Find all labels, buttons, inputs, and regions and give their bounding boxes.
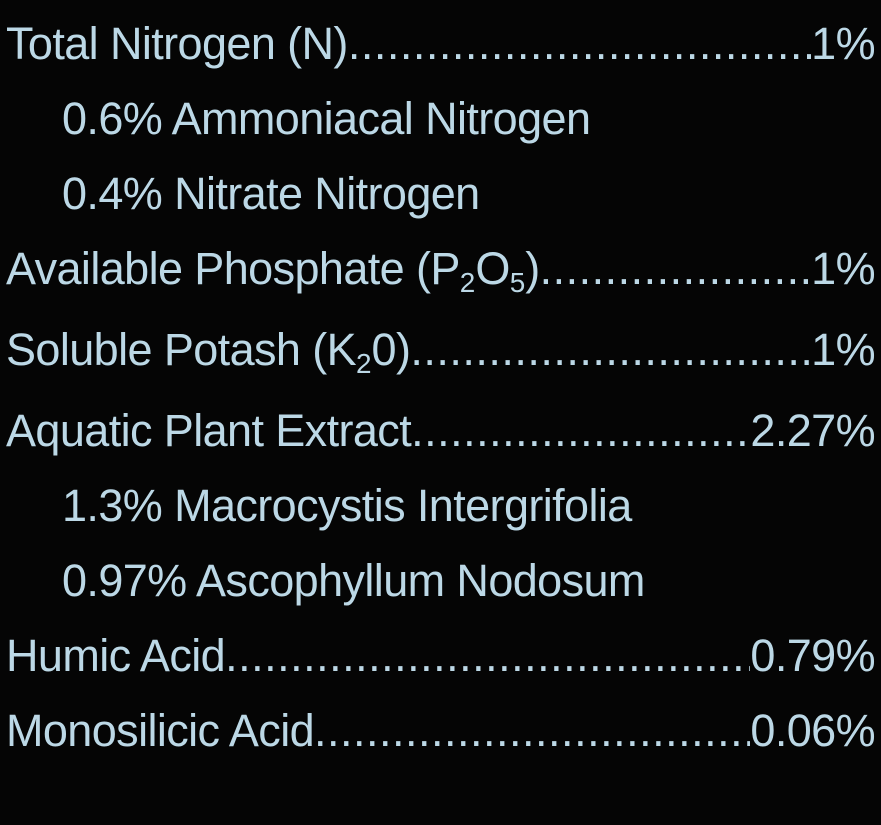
ingredient-label: Aquatic Plant Extract <box>6 393 411 468</box>
dot-leader: ........................................… <box>410 312 811 387</box>
ingredient-value: 1% <box>811 312 875 387</box>
ingredient-value: 2.27% <box>750 393 875 468</box>
ingredient-row: Total Nitrogen (N)......................… <box>6 6 875 81</box>
dot-leader: ........................................… <box>540 231 812 306</box>
dot-leader: ........................................… <box>411 393 750 468</box>
ingredient-row: Aquatic Plant Extract...................… <box>6 393 875 468</box>
ingredient-subrow: 0.97% Ascophyllum Nodosum <box>6 543 875 618</box>
ingredient-subrow: 1.3% Macrocystis Intergrifolia <box>6 468 875 543</box>
dot-leader: ........................................… <box>348 6 811 81</box>
ingredient-label: Total Nitrogen (N) <box>6 6 348 81</box>
ingredient-label: Soluble Potash (K20) <box>6 312 410 393</box>
ingredient-label: Humic Acid <box>6 618 225 693</box>
ingredient-value: 1% <box>811 6 875 81</box>
ingredient-row: Monosilicic Acid........................… <box>6 693 875 768</box>
ingredient-row: Soluble Potash (K20)....................… <box>6 312 875 393</box>
ingredient-value: 0.06% <box>750 693 875 768</box>
dot-leader: ........................................… <box>314 693 750 768</box>
ingredient-subrow: 0.4% Nitrate Nitrogen <box>6 156 875 231</box>
ingredient-value: 1% <box>811 231 875 306</box>
ingredient-subrow: 0.6% Ammoniacal Nitrogen <box>6 81 875 156</box>
ingredient-label: Available Phosphate (P2O5) <box>6 231 540 312</box>
ingredient-label: Monosilicic Acid <box>6 693 314 768</box>
ingredient-list: Total Nitrogen (N)......................… <box>0 0 881 825</box>
dot-leader: ........................................… <box>225 618 750 693</box>
ingredient-row: Available Phosphate (P2O5)..............… <box>6 231 875 312</box>
ingredient-value: 0.79% <box>750 618 875 693</box>
ingredient-row: Humic Acid..............................… <box>6 618 875 693</box>
